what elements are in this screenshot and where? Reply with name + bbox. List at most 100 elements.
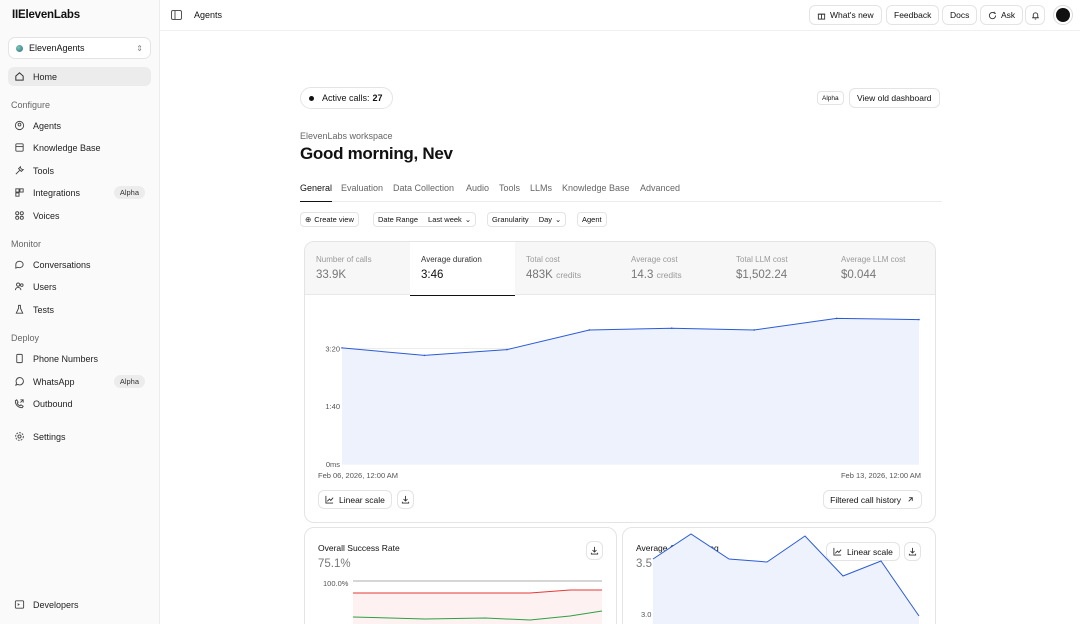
active-calls-badge: Active calls: 27 — [300, 87, 393, 109]
page-title: Agents — [194, 10, 223, 20]
granularity-filter[interactable]: Granularity Day ⌄ — [487, 212, 567, 227]
linear-scale-label: Linear scale — [339, 494, 385, 505]
home-icon — [14, 71, 25, 82]
download-icon — [401, 495, 410, 504]
ask-button[interactable]: Ask — [980, 5, 1024, 25]
greeting-heading: Good morning, Nev — [300, 144, 453, 163]
docs-button[interactable]: Docs — [942, 5, 978, 25]
chat-bubble-icon — [14, 259, 25, 270]
filtered-call-history-button[interactable]: Filtered call history — [823, 490, 922, 509]
section-configure: Configure — [11, 100, 51, 110]
gift-icon — [817, 13, 826, 20]
trend-icon — [833, 547, 842, 556]
chevron-down-icon: ⌄ — [464, 215, 472, 224]
sidebar-toggle-icon[interactable] — [171, 10, 182, 20]
download-button[interactable] — [397, 490, 414, 509]
outbound-call-icon — [14, 398, 25, 409]
alpha-badge: Alpha — [113, 375, 145, 388]
tab-audio[interactable]: Audio — [466, 183, 490, 193]
feedback-button[interactable]: Feedback — [886, 5, 940, 25]
sidebar-item-label: Voices — [33, 210, 60, 221]
sidebar-item-label: Outbound — [33, 398, 73, 409]
sidebar-item-settings[interactable]: Settings — [8, 427, 151, 446]
flask-icon — [14, 304, 25, 315]
alpha-tag: Alpha — [817, 91, 844, 105]
y-tick-label: 0ms — [326, 460, 340, 469]
metric-unit: credits — [556, 270, 582, 280]
agent-filter[interactable]: Agent — [577, 212, 607, 227]
create-view-button[interactable]: ⊕ Create view — [300, 212, 359, 227]
sidebar-item-voices[interactable]: Voices — [8, 206, 151, 225]
csat-area — [653, 534, 919, 624]
tab-tools[interactable]: Tools — [499, 183, 521, 193]
voices-icon — [14, 210, 25, 221]
tab-general[interactable]: General — [300, 183, 333, 202]
whats-new-button[interactable]: What's new — [809, 5, 882, 25]
sidebar-item-label: Tools — [33, 165, 55, 176]
plus-circle-icon: ⊕ — [305, 215, 312, 224]
metric-total-llm-cost[interactable]: Total LLM cost $1,502.24 — [725, 242, 830, 295]
tab-evaluation[interactable]: Evaluation — [341, 183, 384, 193]
notifications-button[interactable] — [1025, 5, 1045, 25]
csat-linear-scale-button[interactable]: Linear scale — [826, 542, 900, 561]
ask-label: Ask — [1001, 10, 1016, 20]
metric-value: 483K — [526, 269, 553, 281]
sidebar-item-users[interactable]: Users — [8, 277, 151, 296]
tab-llms[interactable]: LLMs — [530, 183, 553, 193]
y-tick-label: 100.0% — [323, 579, 349, 588]
sidebar-item-outbound[interactable]: Outbound — [8, 394, 151, 413]
csat-value: 3.5 — [636, 558, 652, 570]
metric-value: 3:46 — [421, 269, 444, 281]
workspace-name: ElevenAgents — [29, 43, 85, 53]
sidebar-item-conversations[interactable]: Conversations — [8, 255, 151, 274]
wrench-icon — [14, 165, 25, 176]
brand-logo[interactable]: IIElevenLabs — [12, 9, 80, 21]
sidebar-item-knowledge-base[interactable]: Knowledge Base — [8, 138, 151, 157]
chevron-down-icon: ⌄ — [555, 215, 562, 224]
sidebar-item-integrations[interactable]: Integrations Alpha — [8, 183, 151, 202]
live-dot-icon — [309, 95, 314, 101]
book-icon — [14, 142, 25, 153]
metric-average-duration[interactable]: Average duration 3:46 — [410, 242, 515, 296]
success-series-line — [352, 610, 603, 621]
y-tick-label: 3.0 — [641, 610, 651, 619]
tab-data-collection[interactable]: Data Collection — [393, 183, 455, 193]
download-icon — [908, 547, 917, 556]
sidebar-item-developers[interactable]: Developers — [8, 595, 151, 614]
sidebar-item-agents[interactable]: Agents — [8, 116, 151, 135]
tab-knowledge-base[interactable]: Knowledge Base — [562, 183, 630, 193]
sidebar-item-phone-numbers[interactable]: Phone Numbers — [8, 349, 151, 368]
metric-number-of-calls[interactable]: Number of calls 33.9K — [305, 242, 410, 295]
metric-average-cost[interactable]: Average cost 14.3 credits — [620, 242, 725, 295]
tab-advanced[interactable]: Advanced — [640, 183, 681, 193]
sidebar-item-tools[interactable]: Tools — [8, 161, 151, 180]
metric-value: 14.3 — [631, 269, 654, 281]
linear-scale-button[interactable]: Linear scale — [318, 490, 392, 509]
metric-label: Number of calls — [316, 255, 372, 264]
chevron-up-down-icon: ⇕ — [136, 43, 143, 53]
terminal-icon — [14, 599, 25, 610]
metric-unit: credits — [656, 270, 682, 280]
sidebar-item-label: WhatsApp — [33, 376, 75, 387]
date-range-filter[interactable]: Date Range Last week ⌄ — [373, 212, 477, 227]
metric-total-cost[interactable]: Total cost 483K credits — [515, 242, 620, 295]
metric-label: Total LLM cost — [736, 255, 788, 264]
metric-label: Average duration — [421, 255, 482, 264]
user-avatar[interactable] — [1053, 5, 1073, 25]
download-button[interactable] — [586, 541, 603, 560]
metric-label: Total cost — [526, 255, 560, 264]
view-old-dashboard-button[interactable]: View old dashboard — [849, 88, 940, 108]
success-rate-value: 75.1% — [318, 558, 351, 570]
integrations-icon — [14, 187, 25, 198]
workspace-label: ElevenLabs workspace — [300, 131, 393, 141]
download-button[interactable] — [904, 542, 921, 561]
sidebar-item-whatsapp[interactable]: WhatsApp Alpha — [8, 372, 151, 391]
metric-average-llm-cost[interactable]: Average LLM cost $0.044 — [830, 242, 935, 295]
data-point — [341, 347, 343, 349]
section-monitor: Monitor — [11, 239, 42, 249]
success-rate-card: Overall Success Rate 75.1% 100.0% — [304, 527, 617, 624]
sidebar-item-tests[interactable]: Tests — [8, 300, 151, 319]
sidebar-item-home[interactable]: Home — [8, 67, 151, 86]
workspace-switcher[interactable]: ElevenAgents ⇕ — [8, 37, 151, 59]
section-deploy: Deploy — [11, 333, 40, 343]
